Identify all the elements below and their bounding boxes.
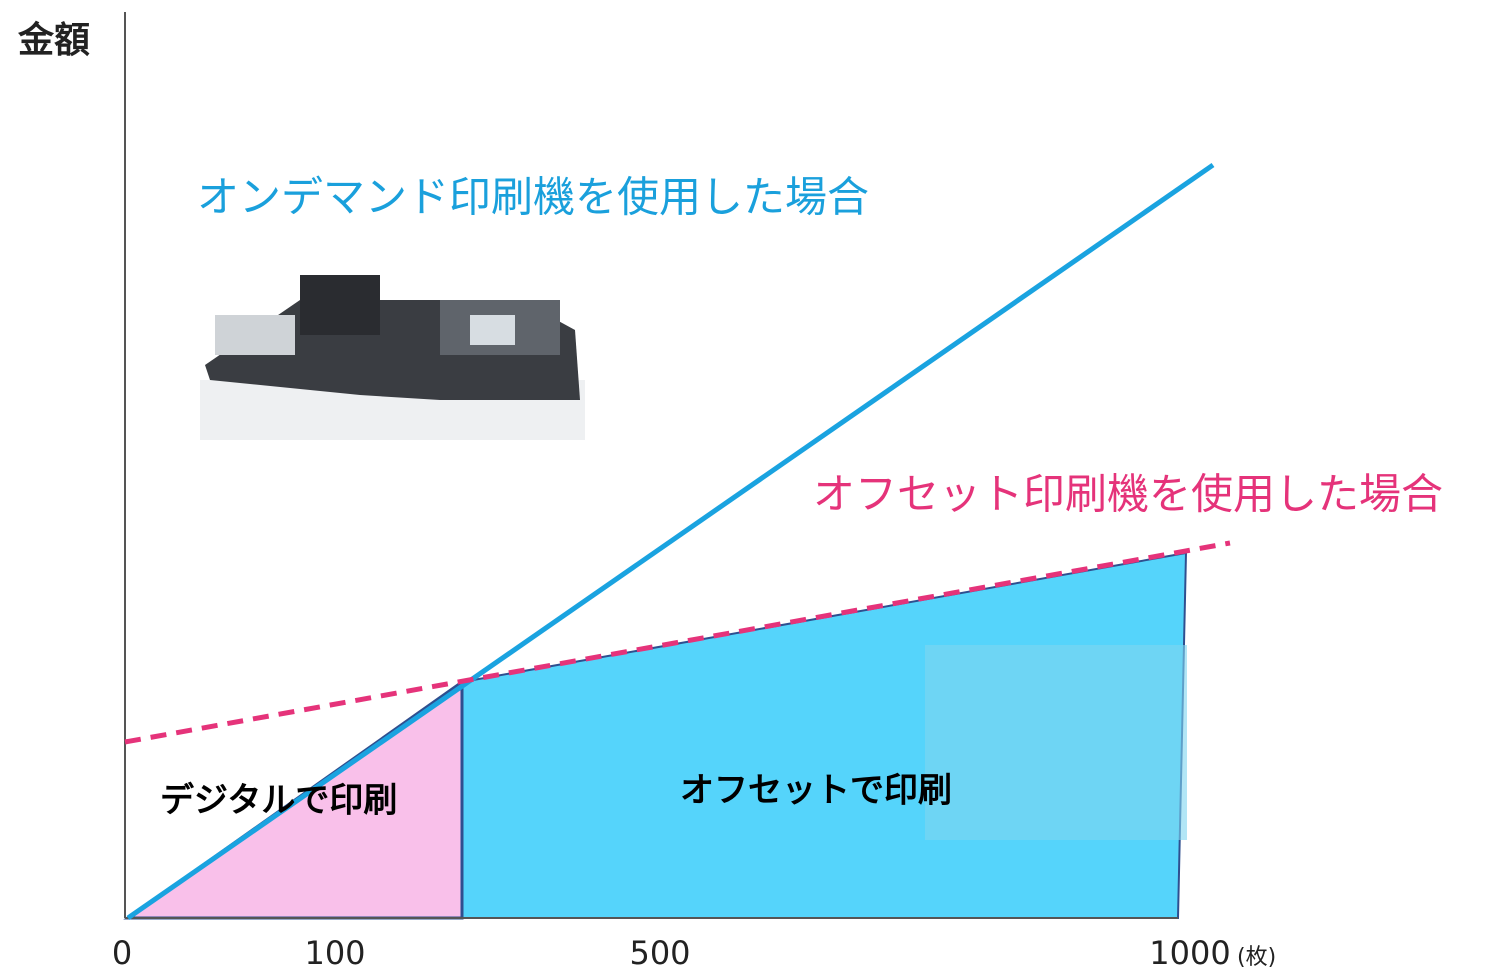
y-axis-label: 金額: [17, 19, 90, 61]
region-label: デジタルで印刷: [160, 781, 397, 821]
x-tick-label: 500: [629, 934, 690, 972]
line-label: オフセット印刷機を使用した場合: [813, 470, 1443, 519]
line-label: オンデマンド印刷機を使用した場合: [197, 173, 869, 222]
region-label: オフセットで印刷: [680, 771, 952, 811]
printer-image: [200, 275, 585, 440]
x-tick-label: 0: [112, 934, 132, 972]
offset-line: [124, 540, 1231, 745]
on-demand-line: [126, 162, 1215, 921]
x-tick-label: 100: [304, 934, 365, 972]
x-unit: (枚): [1237, 945, 1276, 970]
faded-photo: [925, 645, 1187, 840]
x-tick-label: 1000: [1149, 934, 1230, 972]
